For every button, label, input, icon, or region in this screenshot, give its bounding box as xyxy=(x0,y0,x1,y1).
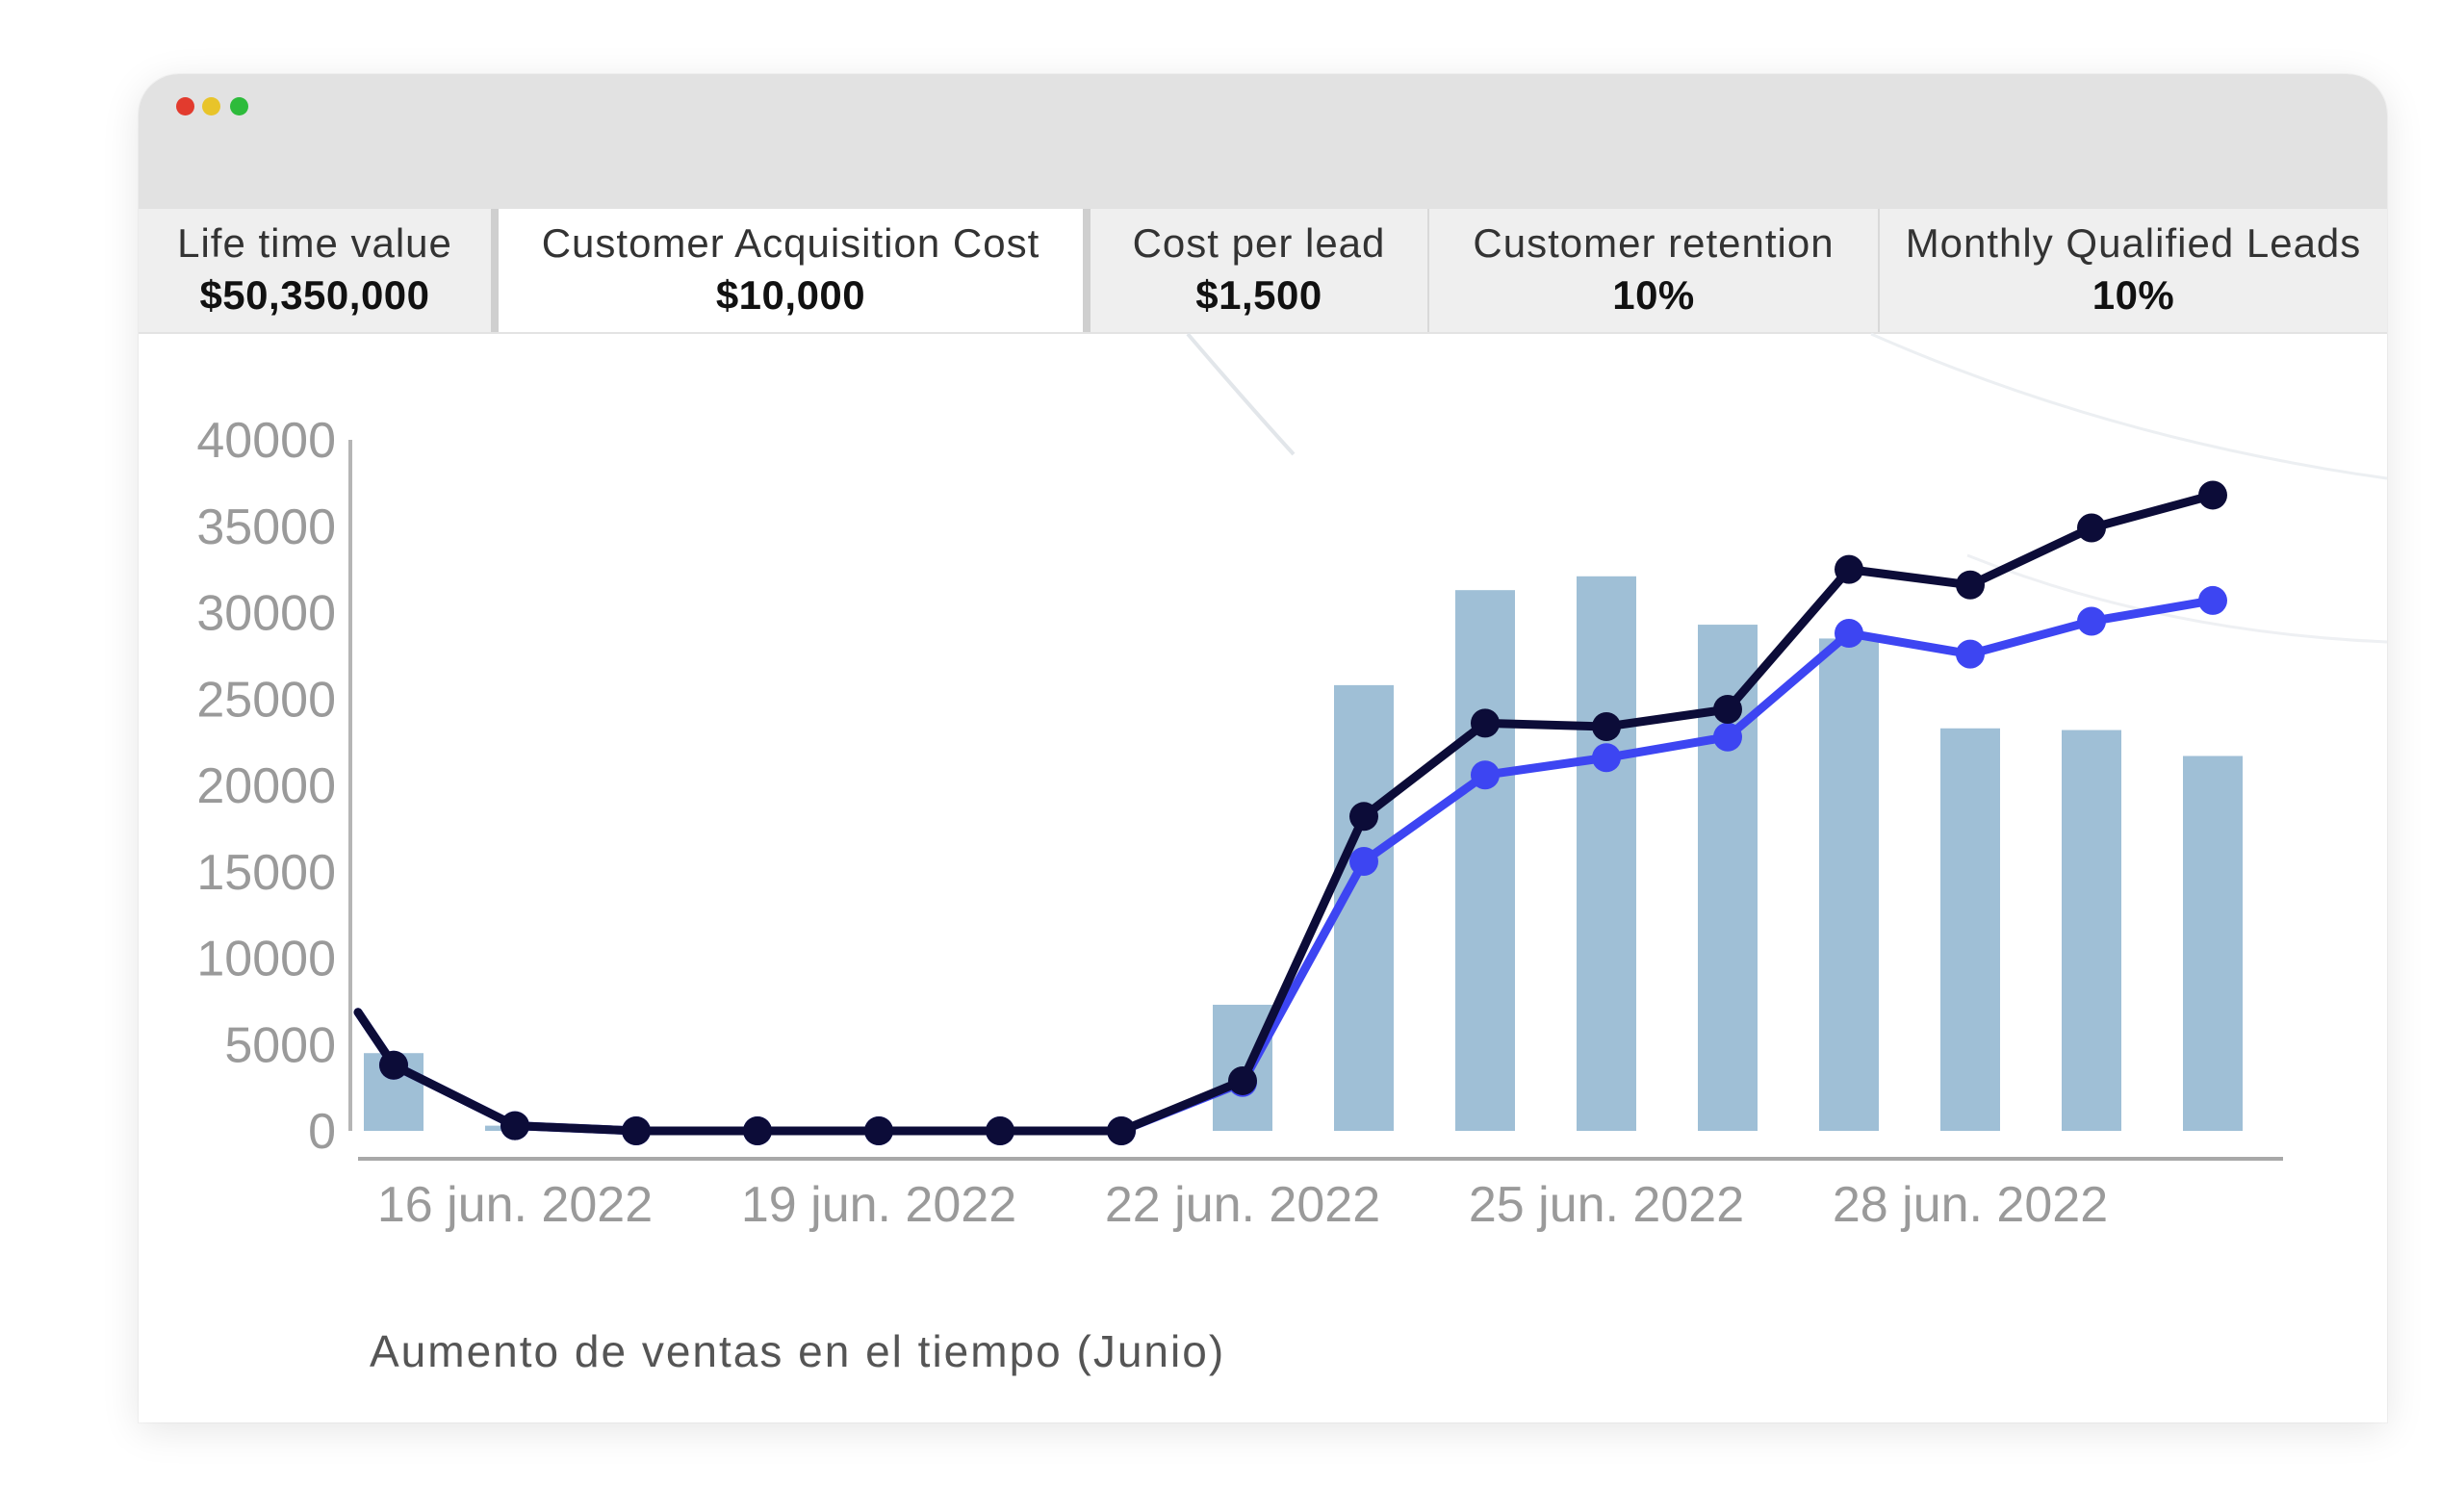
browser-window: Life time value $50,350,000 Customer Acq… xyxy=(139,74,2387,1422)
data-point xyxy=(1956,570,1985,600)
data-point xyxy=(1471,760,1500,790)
data-point xyxy=(1471,708,1500,738)
data-point xyxy=(1835,619,1863,649)
metric-value: $10,000 xyxy=(715,272,866,318)
data-point xyxy=(986,1116,1014,1145)
chart-caption: Aumento de ventas en el tiempo (Junio) xyxy=(370,1326,1226,1376)
data-point xyxy=(1349,802,1378,832)
data-point xyxy=(1956,639,1985,669)
data-point xyxy=(1107,1116,1136,1145)
x-tick-label: 16 jun. 2022 xyxy=(377,1177,653,1233)
data-point xyxy=(379,1050,408,1080)
data-point xyxy=(743,1116,772,1145)
bar xyxy=(2183,756,2243,1131)
metric-value: $50,350,000 xyxy=(199,272,430,318)
bar xyxy=(1940,728,2000,1131)
y-tick-label: 25000 xyxy=(196,672,336,728)
data-point xyxy=(2077,513,2106,543)
x-tick-label: 22 jun. 2022 xyxy=(1105,1177,1380,1233)
bar xyxy=(2062,730,2121,1131)
close-window-button[interactable] xyxy=(176,97,194,115)
bar xyxy=(1819,638,1879,1131)
metric-value: 10% xyxy=(2092,272,2175,318)
bar xyxy=(1577,576,1636,1131)
data-point xyxy=(2198,480,2227,510)
metric-label: Customer retention xyxy=(1473,220,1835,266)
data-point xyxy=(1349,846,1378,876)
y-tick-label: 15000 xyxy=(196,845,336,901)
x-tick-label: 28 jun. 2022 xyxy=(1833,1177,2108,1233)
y-tick-label: 40000 xyxy=(196,413,336,469)
data-point xyxy=(1713,695,1742,725)
metric-label: Cost per lead xyxy=(1132,220,1386,266)
title-bar xyxy=(139,74,2387,209)
metric-value: 10% xyxy=(1612,272,1695,318)
data-point xyxy=(1592,743,1621,773)
data-point xyxy=(622,1116,651,1145)
y-tick-label: 20000 xyxy=(196,758,336,814)
data-point xyxy=(2077,606,2106,636)
sales-chart: 0 5000 10000 15000 20000 25000 30000 35000 40000… xyxy=(196,332,2387,1233)
data-point xyxy=(1228,1065,1257,1095)
x-tick-label: 19 jun. 2022 xyxy=(741,1177,1016,1233)
y-tick-label: 30000 xyxy=(196,586,336,642)
metric-customer-retention: Customer retention 10% xyxy=(1429,209,1880,332)
data-point xyxy=(2198,585,2227,615)
metric-label: Customer Acquisition Cost xyxy=(541,220,1040,266)
zoom-window-button[interactable] xyxy=(230,97,248,115)
metric-label: Life time value xyxy=(177,220,452,266)
data-point xyxy=(1592,711,1621,741)
metric-value: $1,500 xyxy=(1195,272,1322,318)
metrics-bar: Life time value $50,350,000 Customer Acq… xyxy=(139,209,2387,334)
minimize-window-button[interactable] xyxy=(202,97,220,115)
metric-cost-per-lead: Cost per lead $1,500 xyxy=(1091,209,1429,332)
metric-monthly-qualified-leads: Monthly Qualified Leads 10% xyxy=(1880,209,2387,332)
bar xyxy=(1334,684,1394,1131)
y-tick-label: 10000 xyxy=(196,932,336,987)
metric-lifetime-value: Life time value $50,350,000 xyxy=(139,209,499,332)
y-tick-label: 0 xyxy=(308,1104,336,1160)
data-point xyxy=(1713,722,1742,752)
metric-customer-acquisition-cost: Customer Acquisition Cost $10,000 xyxy=(499,209,1091,332)
series-line xyxy=(353,596,2218,1136)
data-point xyxy=(1835,554,1863,584)
metric-label: Monthly Qualified Leads xyxy=(1905,220,2362,266)
y-tick-label: 5000 xyxy=(224,1017,336,1073)
data-point xyxy=(864,1116,893,1145)
data-point xyxy=(500,1111,529,1140)
x-tick-label: 25 jun. 2022 xyxy=(1469,1177,1744,1233)
decorative-background-curves xyxy=(1186,332,2387,644)
series-line xyxy=(353,490,2218,1136)
bar xyxy=(1455,590,1515,1131)
y-tick-label: 35000 xyxy=(196,500,336,555)
